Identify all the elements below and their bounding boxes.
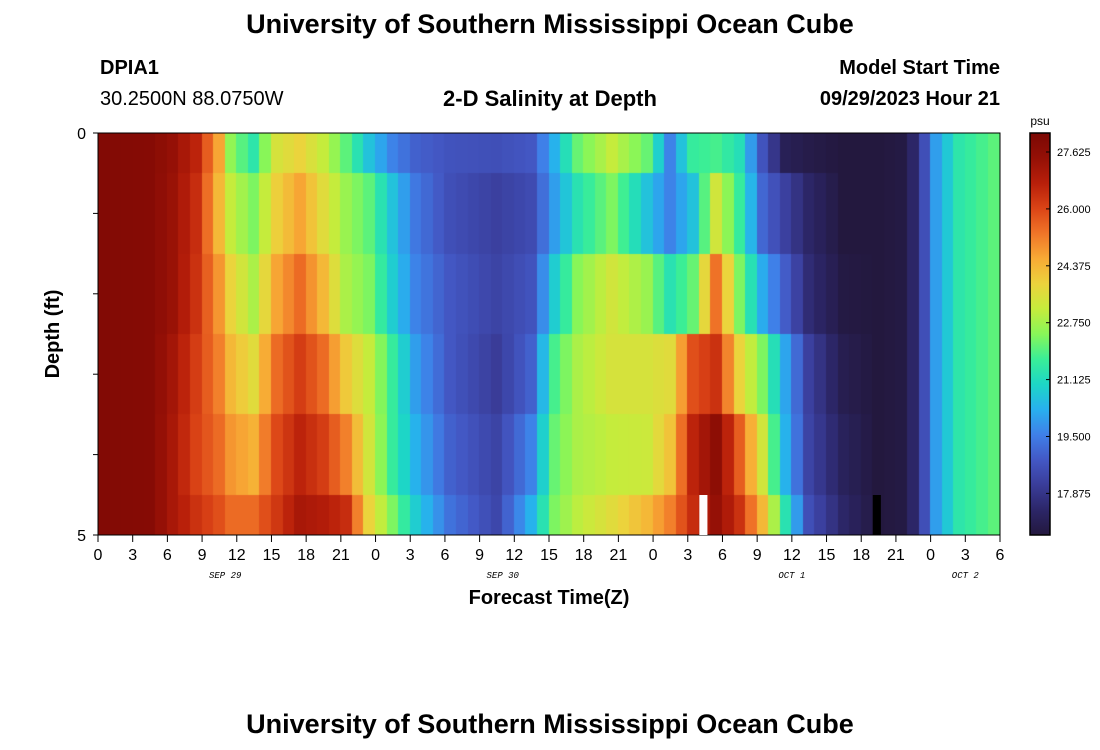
colorbar-tick-label: 26.000 [1057, 204, 1091, 216]
x-tick-label: 9 [198, 547, 207, 564]
x-tick-label: 3 [406, 547, 415, 564]
colorbar-tick-label: 19.500 [1057, 432, 1091, 444]
station-location: 30.2500N 88.0750W [100, 88, 284, 110]
missing-data-cell-1 [872, 495, 881, 535]
x-tick-label: 3 [683, 547, 692, 564]
x-tick-label: 9 [753, 547, 762, 564]
x-tick-label: 12 [228, 547, 246, 564]
colorbar-unit: psu [1030, 114, 1049, 128]
x-tick-label: 21 [332, 547, 350, 564]
x-tick-label: 6 [163, 547, 172, 564]
x-tick-label: 15 [818, 547, 836, 564]
x-tick-label: 12 [783, 547, 801, 564]
date-label: OCT 2 [952, 571, 980, 581]
colorbar-tick-label: 17.875 [1057, 488, 1091, 500]
colorbar-tick-label: 27.625 [1057, 147, 1091, 159]
colorbar-tick-label: 21.125 [1057, 375, 1091, 387]
date-label: OCT 1 [778, 571, 805, 581]
station-id: DPIA1 [100, 57, 159, 79]
model-start-value: 09/29/2023 Hour 21 [819, 88, 1000, 110]
date-label: SEP 29 [209, 571, 242, 581]
x-tick-label: 18 [297, 547, 315, 564]
missing-data-cell-0 [699, 495, 708, 535]
x-axis-label: Forecast Time(Z) [469, 587, 630, 609]
colorbar [1029, 132, 1051, 536]
footer-title: University of Southern Mississippi Ocean… [246, 709, 854, 739]
x-tick-label: 0 [94, 547, 103, 564]
plot-frame [97, 132, 1001, 536]
salinity-heatmap [98, 133, 1000, 535]
x-tick-label: 0 [926, 547, 935, 564]
model-start-label: Model Start Time [839, 57, 1000, 79]
x-tick-label: 21 [887, 547, 905, 564]
y-tick-label: 0 [77, 126, 86, 143]
x-tick-label: 6 [718, 547, 727, 564]
x-tick-label: 6 [996, 547, 1005, 564]
y-tick-label: 5 [77, 528, 86, 545]
date-label: SEP 30 [487, 571, 520, 581]
colorbar-tick-label: 22.750 [1057, 318, 1091, 330]
x-tick-label: 18 [852, 547, 870, 564]
colorbar-tick-label: 24.375 [1057, 261, 1091, 273]
x-tick-label: 0 [649, 547, 658, 564]
x-tick-label: 3 [128, 547, 137, 564]
y-axis-label: Depth (ft) [42, 290, 64, 379]
x-tick-label: 6 [440, 547, 449, 564]
page-title: University of Southern Mississippi Ocean… [246, 9, 854, 39]
chart-subtitle: 2-D Salinity at Depth [443, 86, 657, 111]
x-tick-label: 15 [540, 547, 558, 564]
x-tick-label: 3 [961, 547, 970, 564]
x-tick-label: 0 [371, 547, 380, 564]
x-tick-label: 18 [575, 547, 593, 564]
x-tick-label: 21 [609, 547, 627, 564]
x-tick-label: 15 [263, 547, 281, 564]
x-tick-label: 12 [505, 547, 523, 564]
x-tick-label: 9 [475, 547, 484, 564]
